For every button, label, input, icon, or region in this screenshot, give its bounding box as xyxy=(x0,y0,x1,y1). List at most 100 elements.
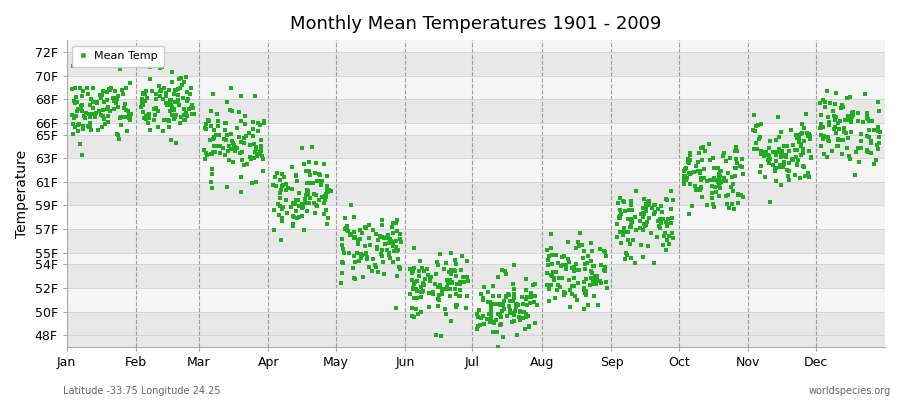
Point xyxy=(158,116,172,123)
Point xyxy=(657,233,671,239)
Point xyxy=(763,138,778,145)
Point xyxy=(518,296,533,302)
Point xyxy=(774,182,788,188)
Point xyxy=(642,198,656,204)
Point xyxy=(842,153,856,160)
Point xyxy=(860,112,874,119)
Point xyxy=(382,252,396,259)
Point xyxy=(486,319,500,325)
Point xyxy=(136,102,150,108)
Point xyxy=(798,110,813,117)
Point xyxy=(860,148,874,154)
Point xyxy=(472,314,486,320)
Point xyxy=(234,117,248,124)
Point xyxy=(620,229,634,235)
Point xyxy=(680,175,694,181)
Point xyxy=(217,136,231,142)
Point xyxy=(432,297,446,304)
Point xyxy=(598,248,612,254)
Point xyxy=(767,149,781,155)
Point xyxy=(209,132,223,138)
Point xyxy=(172,76,186,82)
Point xyxy=(347,276,362,282)
Point xyxy=(220,184,234,190)
Point xyxy=(471,322,485,329)
Point xyxy=(493,322,508,328)
Point xyxy=(358,251,373,257)
Point xyxy=(230,144,244,151)
Point xyxy=(286,213,301,219)
Point xyxy=(850,110,865,116)
Point xyxy=(338,226,352,232)
Point xyxy=(666,197,680,203)
Point xyxy=(803,136,817,142)
Point xyxy=(844,117,859,124)
Point xyxy=(111,132,125,138)
Point xyxy=(758,174,772,180)
Point xyxy=(256,156,270,162)
Point xyxy=(271,200,285,207)
Point xyxy=(86,111,101,118)
Bar xyxy=(67,264,885,288)
Point xyxy=(281,184,295,191)
Point xyxy=(69,99,84,105)
Point xyxy=(507,318,521,324)
Point xyxy=(519,294,534,300)
Point xyxy=(371,236,385,243)
Point xyxy=(716,150,731,157)
Point xyxy=(486,329,500,335)
Point xyxy=(142,111,157,118)
Point xyxy=(274,182,289,189)
Point xyxy=(814,122,828,128)
Point xyxy=(205,136,220,142)
Point xyxy=(416,280,430,286)
Point xyxy=(289,208,303,214)
Point xyxy=(237,135,251,141)
Point xyxy=(660,236,674,243)
Point xyxy=(557,292,572,298)
Point xyxy=(392,264,406,270)
Point xyxy=(712,182,726,189)
Point xyxy=(869,141,884,148)
Point xyxy=(829,130,843,136)
Point xyxy=(83,114,97,121)
Point xyxy=(153,93,167,99)
Point xyxy=(572,230,587,236)
Point xyxy=(307,191,321,198)
Point xyxy=(434,333,448,339)
Point xyxy=(352,227,366,233)
Point xyxy=(554,275,569,282)
Point xyxy=(183,91,197,98)
Point xyxy=(816,134,831,140)
Point xyxy=(584,258,598,264)
Point xyxy=(166,106,181,112)
Bar xyxy=(67,288,885,312)
Point xyxy=(171,92,185,98)
Point xyxy=(544,231,558,237)
Point xyxy=(747,146,761,152)
Point xyxy=(276,204,291,210)
Point xyxy=(816,97,831,103)
Point xyxy=(347,214,362,220)
Point xyxy=(348,234,363,240)
Point xyxy=(212,150,227,156)
Point xyxy=(680,156,695,162)
Point xyxy=(297,227,311,234)
Point xyxy=(726,206,741,212)
Point xyxy=(641,243,655,250)
Point xyxy=(433,250,447,257)
Point xyxy=(481,298,495,305)
Point xyxy=(871,99,886,106)
Point xyxy=(445,279,459,286)
Point xyxy=(151,108,166,114)
Point xyxy=(369,264,383,271)
Point xyxy=(444,271,458,277)
Point xyxy=(168,112,183,119)
Point xyxy=(256,120,271,126)
Bar xyxy=(67,134,885,158)
Point xyxy=(782,160,796,166)
Point xyxy=(174,114,188,120)
Point xyxy=(295,201,310,208)
Point xyxy=(66,121,80,127)
Point xyxy=(574,242,589,248)
